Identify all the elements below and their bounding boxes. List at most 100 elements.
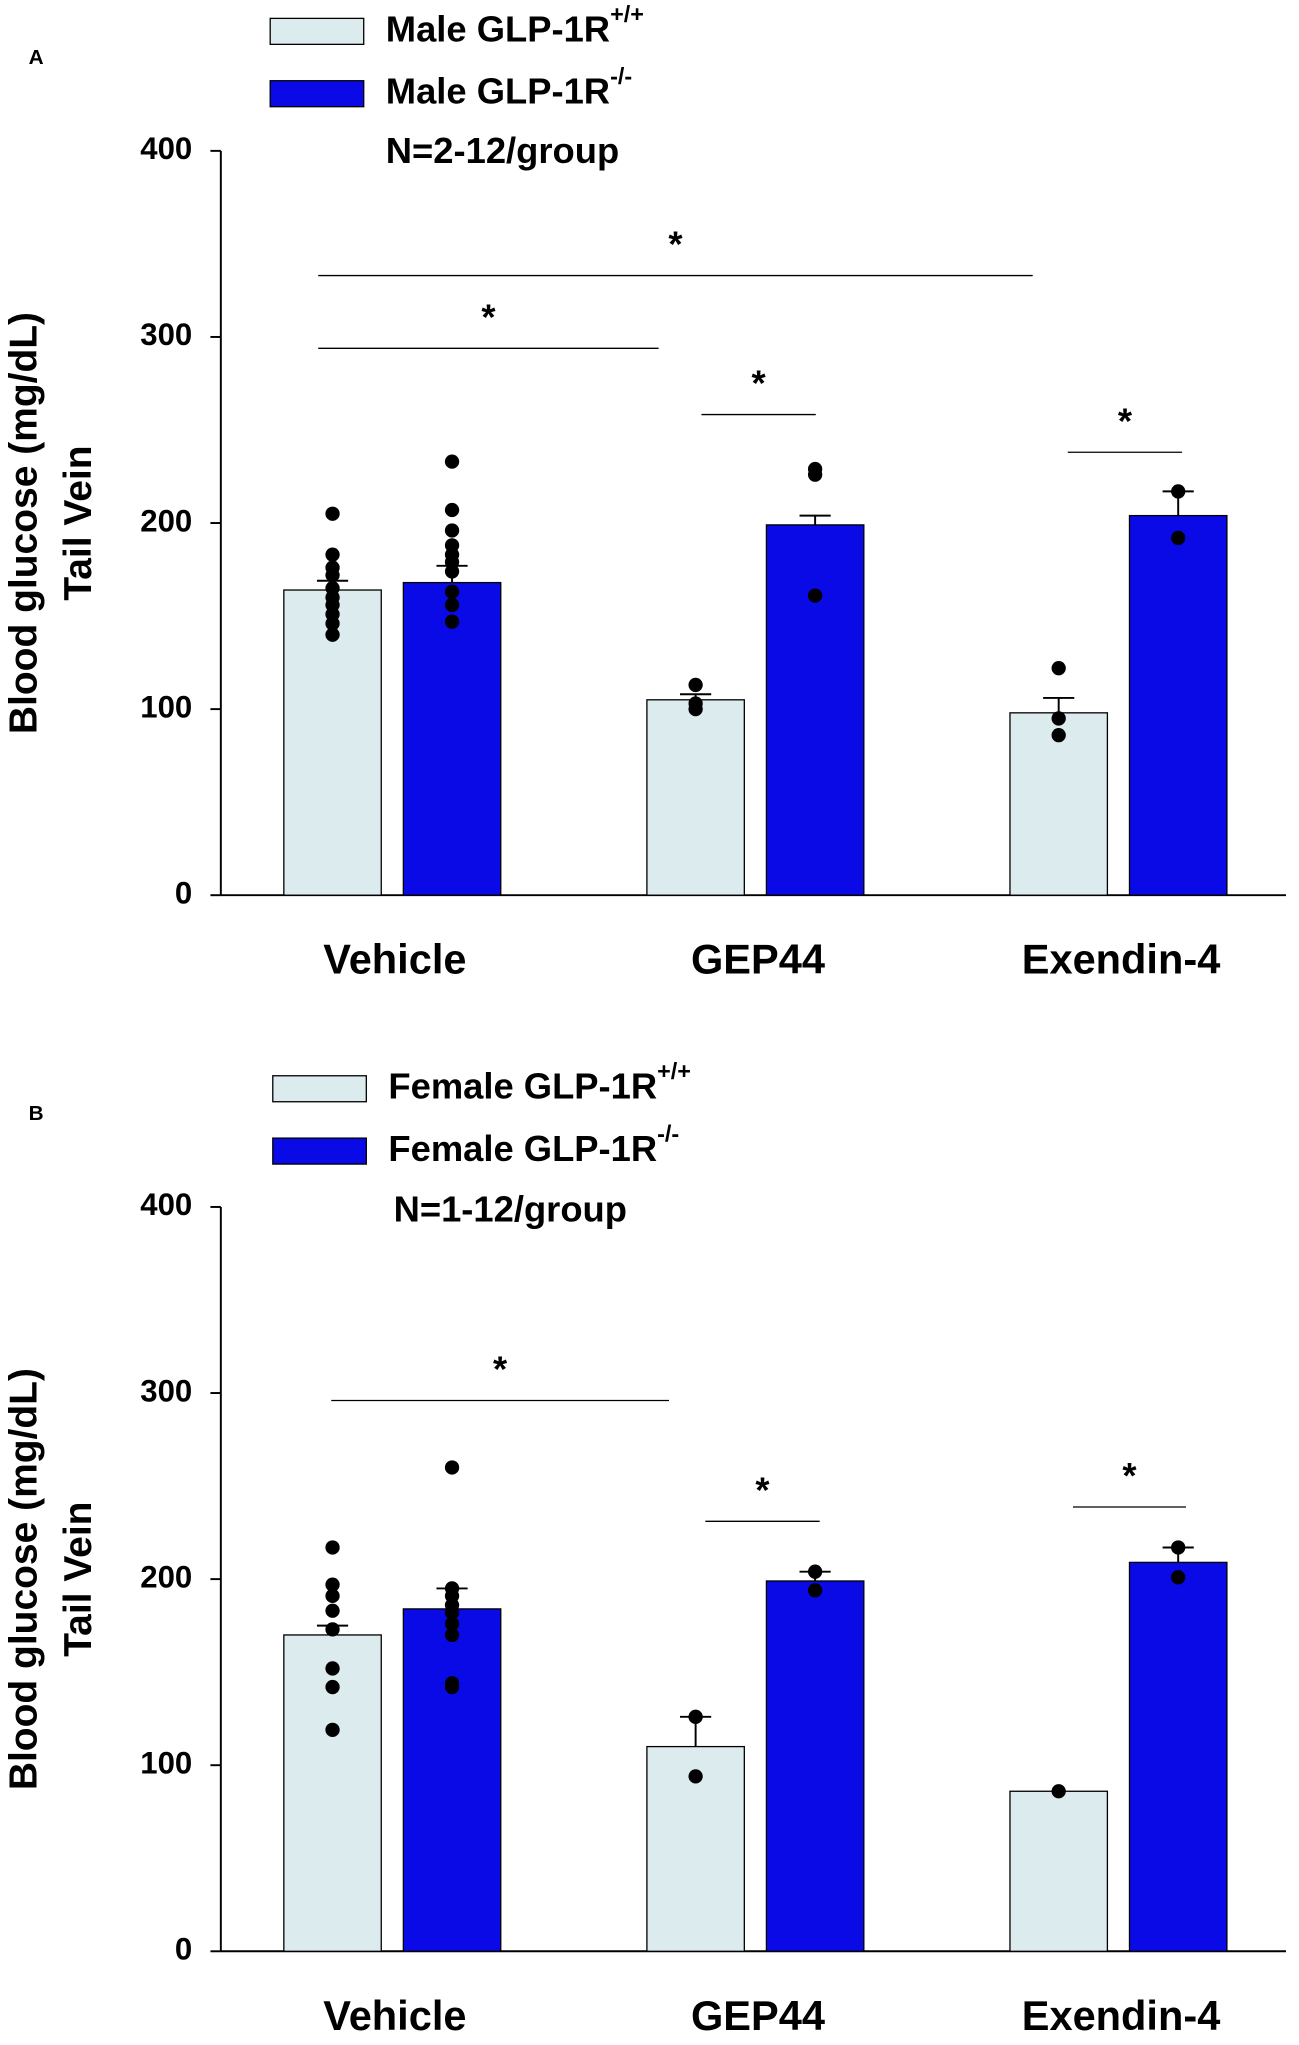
data-point bbox=[688, 677, 703, 693]
data-point bbox=[444, 597, 460, 613]
data-point bbox=[444, 1616, 460, 1631]
legend-name: Female GLP-1R bbox=[388, 1065, 657, 1106]
y-axis-label: Blood glucose (mg/dL) bbox=[2, 312, 45, 734]
x-tick-label: GEP44 bbox=[691, 936, 825, 983]
subtitle: N=1-12/group bbox=[394, 1189, 627, 1230]
significance-star: * bbox=[1118, 400, 1133, 441]
data-point bbox=[688, 1769, 703, 1784]
bar bbox=[402, 1608, 502, 1952]
y-tick-label: 300 bbox=[140, 317, 192, 352]
y-tick-label: 200 bbox=[140, 503, 192, 538]
data-point bbox=[325, 1679, 340, 1695]
significance-star: * bbox=[755, 1469, 770, 1510]
y-tick-label: 400 bbox=[140, 131, 192, 166]
subtitle: N=2-12/group bbox=[386, 130, 619, 171]
data-point bbox=[1171, 1570, 1186, 1585]
legend-name: Female GLP-1R bbox=[388, 1128, 657, 1169]
legend-label: Male GLP-1R+/+ bbox=[386, 1, 644, 49]
x-tick-label: GEP44 bbox=[691, 1992, 825, 2039]
legend-label: Male GLP-1R-/- bbox=[386, 63, 632, 111]
legend-label: Female GLP-1R-/- bbox=[388, 1121, 679, 1169]
data-point bbox=[325, 1577, 340, 1592]
bar bbox=[765, 1580, 865, 1952]
y-axis-label: Tail Vein bbox=[57, 445, 100, 600]
bar bbox=[1009, 1790, 1109, 1952]
significance-star: * bbox=[493, 1349, 508, 1390]
data-point bbox=[444, 1460, 460, 1475]
data-point bbox=[1171, 484, 1186, 499]
data-point bbox=[325, 1622, 340, 1637]
data-point bbox=[1051, 711, 1066, 726]
data-point bbox=[444, 454, 460, 469]
significance-star: * bbox=[1122, 1455, 1137, 1496]
panel-label: B bbox=[29, 1102, 44, 1125]
panel-label: A bbox=[29, 46, 44, 69]
significance-star: * bbox=[668, 224, 683, 265]
data-point bbox=[444, 523, 460, 538]
bar bbox=[646, 699, 745, 896]
x-tick-label: Exendin-4 bbox=[1022, 1992, 1221, 2039]
legend-name: Male GLP-1R bbox=[386, 70, 610, 111]
data-point bbox=[325, 506, 340, 521]
data-point bbox=[325, 1540, 340, 1555]
data-point bbox=[325, 616, 340, 631]
y-tick-label: 100 bbox=[140, 689, 192, 724]
y-tick-label: 200 bbox=[140, 1559, 192, 1594]
legend-superscript: +/+ bbox=[657, 1058, 691, 1084]
data-point bbox=[1051, 728, 1066, 743]
bar bbox=[765, 524, 865, 896]
legend-swatch bbox=[272, 1137, 367, 1165]
data-point bbox=[1171, 530, 1186, 546]
y-tick-label: 300 bbox=[140, 1373, 192, 1408]
data-point bbox=[444, 502, 460, 518]
y-tick-label: 400 bbox=[140, 1187, 192, 1222]
y-tick-label: 100 bbox=[140, 1745, 192, 1780]
legend-superscript: -/- bbox=[657, 1121, 679, 1147]
data-point bbox=[325, 547, 340, 562]
data-point bbox=[325, 567, 340, 583]
data-point bbox=[1051, 1784, 1066, 1799]
significance-star: * bbox=[752, 363, 767, 404]
data-point bbox=[325, 1603, 340, 1618]
data-point bbox=[444, 1679, 460, 1695]
data-point bbox=[688, 1709, 703, 1724]
data-point bbox=[444, 614, 460, 629]
significance-star: * bbox=[481, 296, 496, 337]
data-point bbox=[444, 584, 460, 600]
y-axis-label: Blood glucose (mg/dL) bbox=[2, 1368, 45, 1790]
y-tick-label: 0 bbox=[175, 875, 192, 910]
legend-swatch bbox=[272, 1075, 367, 1103]
legend-superscript: -/- bbox=[610, 63, 632, 89]
data-point bbox=[325, 1661, 340, 1676]
data-point bbox=[807, 588, 823, 603]
legend-name: Male GLP-1R bbox=[386, 8, 610, 49]
data-point bbox=[1171, 1540, 1186, 1555]
data-point bbox=[1051, 661, 1066, 676]
data-point bbox=[688, 701, 703, 717]
legend-swatch bbox=[269, 17, 365, 46]
legend-label: Female GLP-1R+/+ bbox=[388, 1058, 691, 1106]
bar bbox=[1128, 1561, 1228, 1952]
y-tick-label: 0 bbox=[175, 1932, 192, 1967]
data-point bbox=[444, 564, 460, 579]
legend-superscript: +/+ bbox=[610, 1, 644, 27]
bar bbox=[1009, 712, 1109, 896]
data-point bbox=[444, 1627, 460, 1643]
x-tick-label: Vehicle bbox=[323, 936, 466, 983]
legend-swatch bbox=[269, 80, 365, 108]
x-tick-label: Vehicle bbox=[323, 1992, 466, 2039]
data-point bbox=[325, 627, 340, 642]
data-point bbox=[807, 467, 823, 482]
x-tick-label: Exendin-4 bbox=[1022, 936, 1221, 983]
data-point bbox=[325, 1588, 340, 1604]
data-point bbox=[444, 1605, 460, 1620]
y-axis-label: Tail Vein bbox=[57, 1502, 100, 1657]
bar bbox=[402, 581, 502, 896]
data-point bbox=[807, 1583, 823, 1598]
bar bbox=[1128, 514, 1228, 896]
data-point bbox=[807, 1564, 823, 1579]
